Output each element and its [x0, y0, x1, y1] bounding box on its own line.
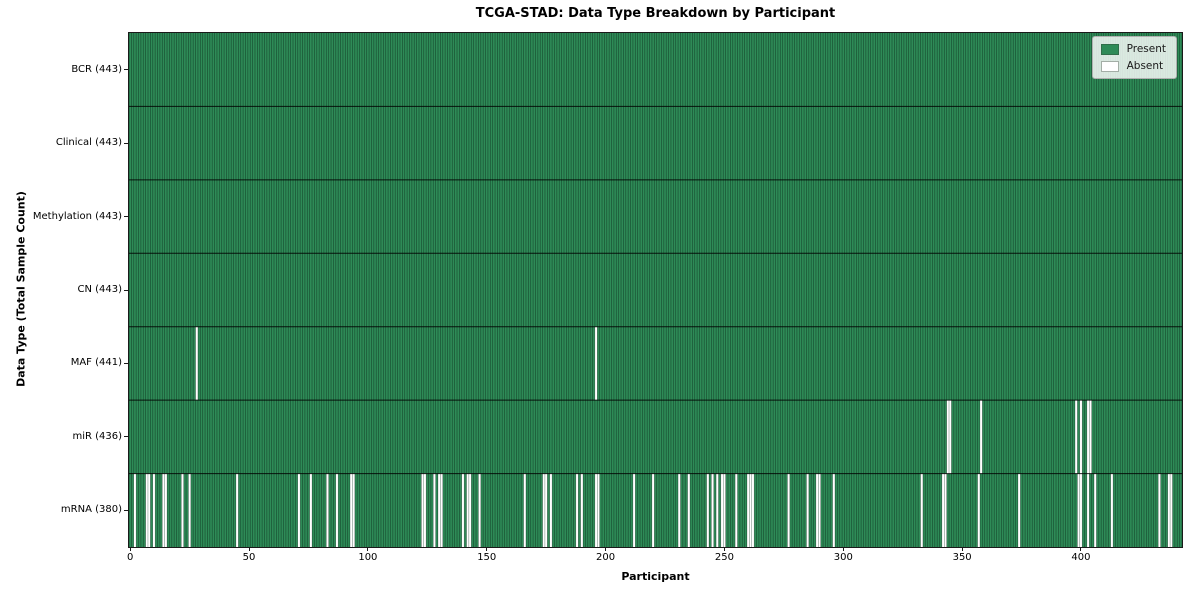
y-tick-label: BCR (443) [71, 63, 122, 75]
legend-label-present: Present [1126, 43, 1166, 55]
y-tick-label: CN (443) [77, 284, 122, 295]
x-tick-mark [486, 547, 488, 551]
x-tick-mark [723, 547, 725, 551]
x-tick-label: 0 [127, 552, 134, 563]
x-tick-mark [1080, 547, 1082, 551]
legend-label-absent: Absent [1126, 60, 1164, 72]
x-axis-title: Participant [621, 570, 690, 583]
legend-entry-present: Present [1100, 43, 1166, 55]
y-tick-label: miR (436) [72, 430, 122, 442]
y-tick-label: Methylation (443) [32, 210, 122, 222]
x-tick-label: 300 [833, 552, 853, 563]
x-tick-label: 350 [952, 552, 972, 563]
absent-swatch-icon [1100, 60, 1119, 72]
x-tick-label: 100 [358, 552, 378, 563]
y-tick-mark [124, 289, 128, 291]
y-tick-mark [124, 362, 128, 364]
x-tick-mark [367, 547, 369, 551]
x-tick-label: 50 [242, 552, 256, 563]
x-tick-mark [605, 547, 607, 551]
present-swatch-icon [1100, 43, 1119, 55]
x-tick-label: 250 [714, 552, 734, 563]
x-tick-mark [248, 547, 250, 551]
plot-area [128, 32, 1183, 548]
chart-title: TCGA-STAD: Data Type Breakdown by Partic… [475, 6, 836, 21]
legend-entry-absent: Absent [1100, 60, 1166, 72]
heatmap-canvas [129, 33, 1182, 547]
y-tick-mark [124, 69, 128, 71]
x-tick-label: 150 [477, 552, 497, 563]
x-tick-label: 400 [1071, 552, 1091, 563]
y-tick-mark [124, 509, 128, 511]
y-tick-label: MAF (441) [70, 357, 122, 369]
y-tick-label: Clinical (443) [55, 137, 122, 149]
y-tick-mark [124, 142, 128, 144]
y-tick-mark [124, 436, 128, 438]
x-tick-mark [842, 547, 844, 551]
x-tick-mark [129, 547, 131, 551]
y-tick-label: mRNA (380) [60, 504, 122, 516]
x-tick-label: 200 [596, 552, 616, 563]
x-tick-mark [961, 547, 963, 551]
y-tick-mark [124, 216, 128, 218]
legend: Present Absent [1091, 36, 1177, 79]
